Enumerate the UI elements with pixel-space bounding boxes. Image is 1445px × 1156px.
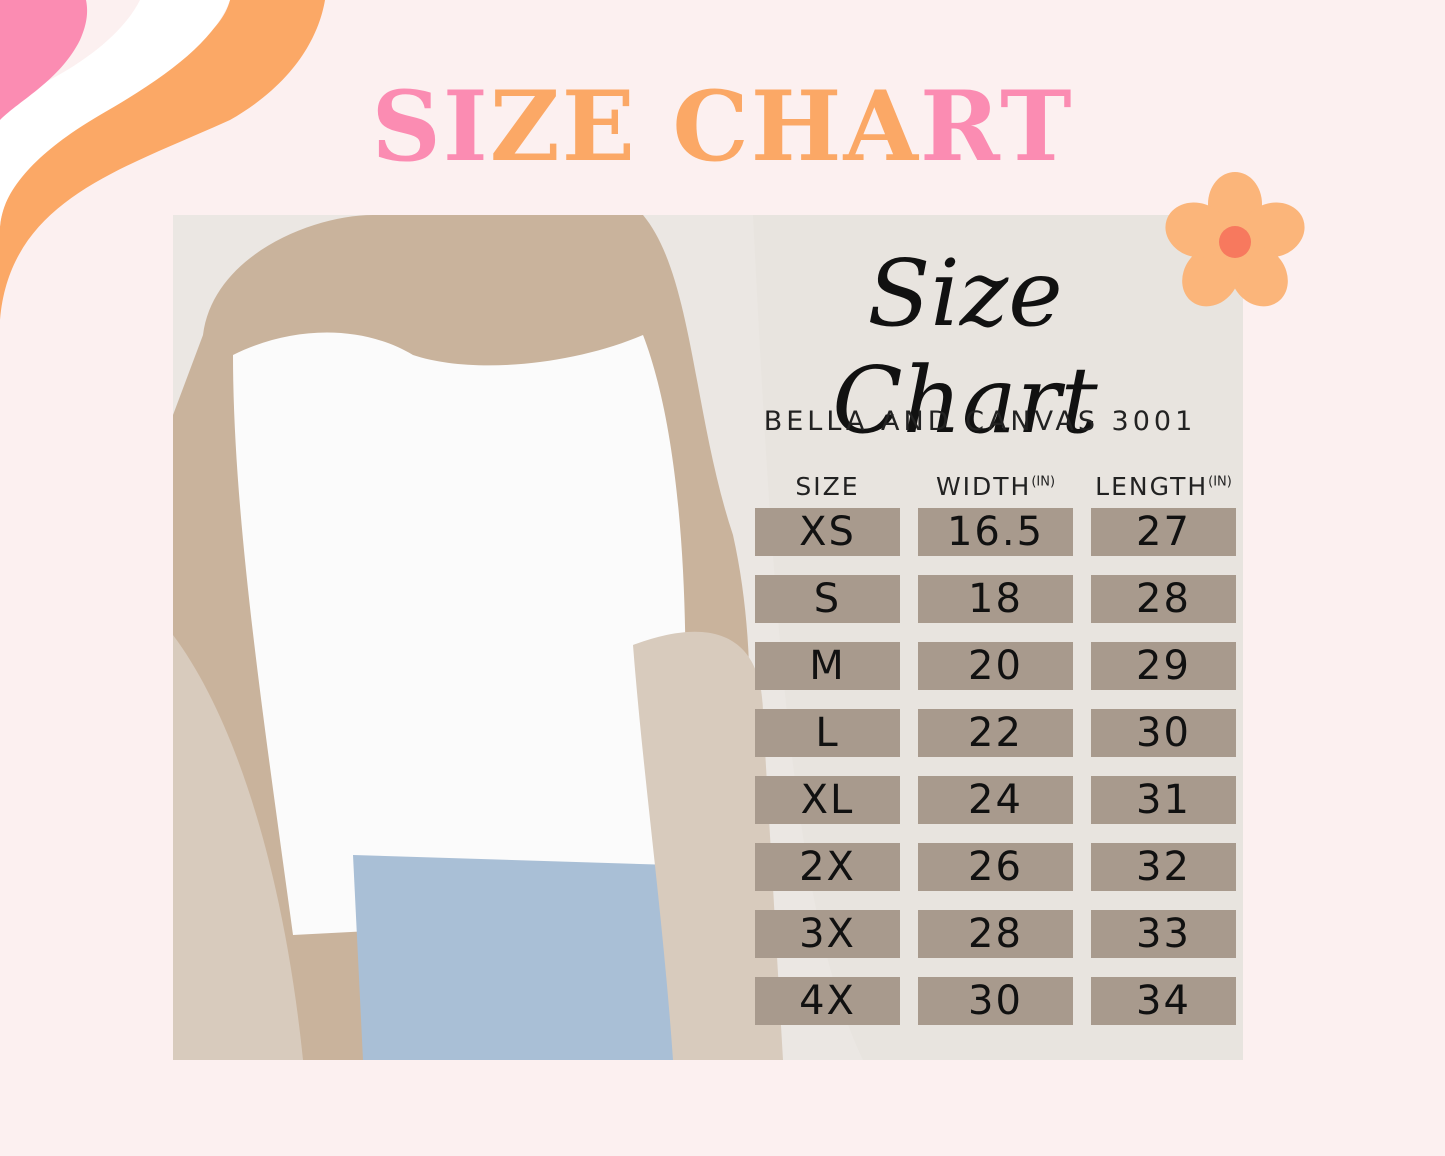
column-header-text: WIDTH (935, 472, 1032, 501)
page-title: SIZE CHART (0, 70, 1445, 183)
table-cell: 34 (1091, 977, 1236, 1025)
table-cell: XL (755, 776, 900, 824)
column-header-text: SIZE (795, 472, 860, 501)
table-cell: M (755, 642, 900, 690)
column-header-text: LENGTH (1095, 472, 1209, 501)
column-header: WIDTH(IN) (908, 472, 1083, 501)
table-cell: 16.5 (918, 508, 1073, 556)
column-unit: (IN) (1031, 474, 1056, 490)
table-cell: L (755, 709, 900, 757)
column-header: LENGTH(IN) (1081, 472, 1246, 501)
table-cell: 27 (1091, 508, 1236, 556)
table-cell: 32 (1091, 843, 1236, 891)
flower-decoration (1165, 172, 1305, 307)
table-cell: 28 (918, 910, 1073, 958)
table-cell: 26 (918, 843, 1073, 891)
table-cell: 3X (755, 910, 900, 958)
table-cell: 29 (1091, 642, 1236, 690)
table-cell: 31 (1091, 776, 1236, 824)
subtitle: BELLA AND CANVAS 3001 (763, 406, 1197, 437)
table-cell: 18 (918, 575, 1073, 623)
table-cell: 4X (755, 977, 900, 1025)
table-cell: XS (755, 508, 900, 556)
title-part: RT (919, 70, 1074, 183)
table-cell: 30 (918, 977, 1073, 1025)
column-header: SIZE (745, 472, 910, 501)
column-unit: (IN) (1208, 474, 1232, 490)
table-cell: 30 (1091, 709, 1236, 757)
swirl-decoration (0, 0, 325, 320)
table-cell: 22 (918, 709, 1073, 757)
table-cell: 33 (1091, 910, 1236, 958)
table-cell: 24 (918, 776, 1073, 824)
script-title: Size Chart (832, 240, 1098, 454)
table-cell: S (755, 575, 900, 623)
table-cell: 28 (1091, 575, 1236, 623)
title-part: SI (371, 70, 490, 183)
table-cell: 2X (755, 843, 900, 891)
title-part: ZE CHA (489, 70, 920, 183)
table-cell: 20 (918, 642, 1073, 690)
